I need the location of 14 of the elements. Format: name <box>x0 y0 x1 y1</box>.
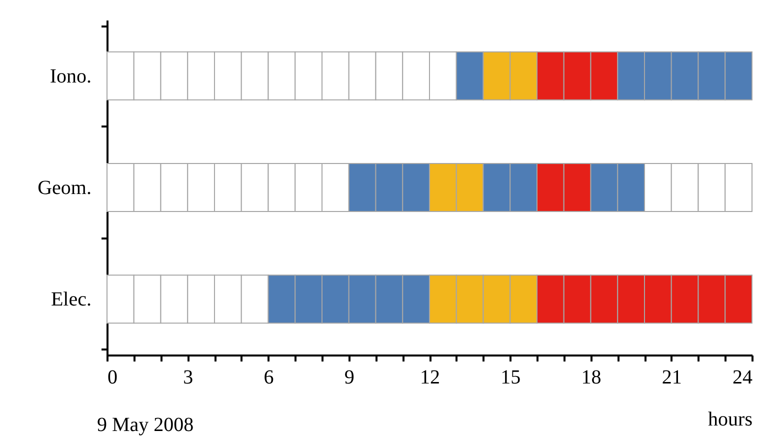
x-tick-label: 12 <box>420 366 440 388</box>
x-tick-label: 0 <box>108 366 118 388</box>
x-axis-title: hours <box>708 408 753 430</box>
x-tick-label: 3 <box>183 366 194 388</box>
x-tick-label: 24 <box>732 366 752 388</box>
x-tick-label: 15 <box>500 366 521 388</box>
y-tick-label: Geom. <box>38 177 92 199</box>
x-tick-label: 9 <box>344 366 354 388</box>
y-tick-label: Iono. <box>50 65 92 88</box>
x-tick-label: 18 <box>581 366 602 388</box>
text: 9 May 2008 <box>97 414 194 437</box>
x-tick-label: 6 <box>264 366 274 388</box>
y-tick-label: Elec. <box>50 288 92 311</box>
x-tick-label: 21 <box>662 366 682 388</box>
